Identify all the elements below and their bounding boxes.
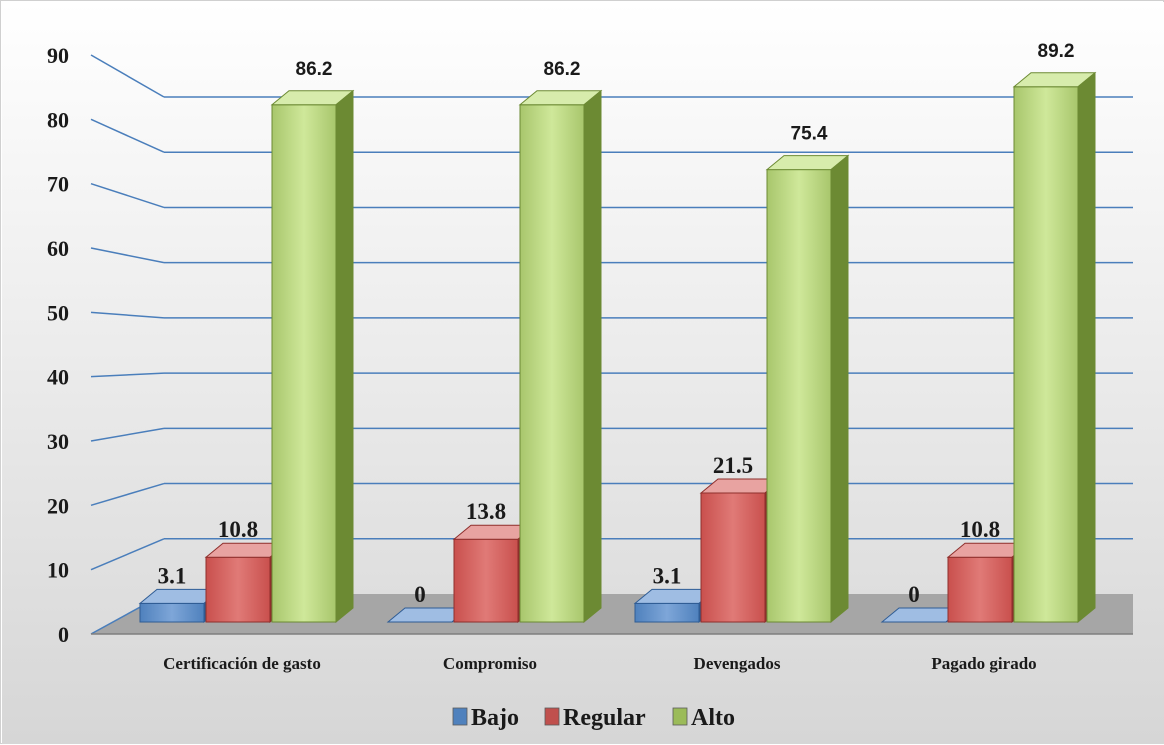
legend-label-bajo: Bajo	[471, 705, 519, 731]
y-tick-label: 40	[47, 365, 69, 390]
x-tick-label: Pagado girado	[931, 654, 1036, 673]
bar-alto-0	[272, 105, 336, 622]
bar-side-alto-2	[831, 156, 848, 622]
y-tick-label: 90	[47, 43, 69, 68]
bar-regular-2	[701, 493, 765, 622]
data-label-regular-1: 13.8	[466, 499, 506, 524]
bar-bajo-2	[635, 603, 699, 622]
legend-swatch-bajo	[453, 708, 467, 725]
data-label-regular-2: 21.5	[713, 453, 753, 478]
bar-regular-3	[948, 557, 1012, 622]
bar-side-alto-3	[1078, 73, 1095, 622]
bar-regular-0	[206, 557, 270, 622]
y-tick-label: 80	[47, 107, 69, 132]
bar-alto-3	[1014, 87, 1078, 622]
data-label-alto-1: 86.2	[544, 59, 581, 80]
y-tick-label: 30	[47, 429, 69, 454]
x-tick-label: Certificación de gasto	[163, 654, 321, 673]
bar-bajo-0	[140, 603, 204, 622]
data-label-bajo-2: 3.1	[653, 563, 682, 588]
data-label-bajo-3: 0	[908, 582, 920, 607]
y-tick-label: 50	[47, 300, 69, 325]
data-label-regular-0: 10.8	[218, 517, 258, 542]
data-label-alto-2: 75.4	[791, 124, 828, 145]
bar-side-alto-1	[584, 91, 601, 622]
data-label-bajo-0: 3.1	[158, 563, 187, 588]
legend-swatch-alto	[673, 708, 687, 725]
data-label-bajo-1: 0	[414, 582, 426, 607]
bar-regular-1	[454, 539, 518, 622]
legend-label-regular: Regular	[563, 705, 646, 731]
y-tick-label: 10	[47, 558, 69, 583]
y-tick-label: 0	[58, 622, 69, 647]
legend-swatch-regular	[545, 708, 559, 725]
data-label-regular-3: 10.8	[960, 517, 1000, 542]
y-tick-label: 70	[47, 172, 69, 197]
data-label-alto-3: 89.2	[1038, 41, 1075, 62]
data-label-alto-0: 86.2	[296, 59, 333, 80]
legend: Bajo Regular Alto	[453, 705, 735, 731]
y-tick-label: 20	[47, 493, 69, 518]
x-tick-label: Compromiso	[443, 654, 537, 673]
x-tick-label: Devengados	[694, 654, 781, 673]
bar-alto-2	[767, 170, 831, 622]
bar-alto-1	[520, 105, 584, 622]
bar-side-alto-0	[336, 91, 353, 622]
y-tick-label: 60	[47, 236, 69, 261]
legend-label-alto: Alto	[691, 705, 735, 731]
